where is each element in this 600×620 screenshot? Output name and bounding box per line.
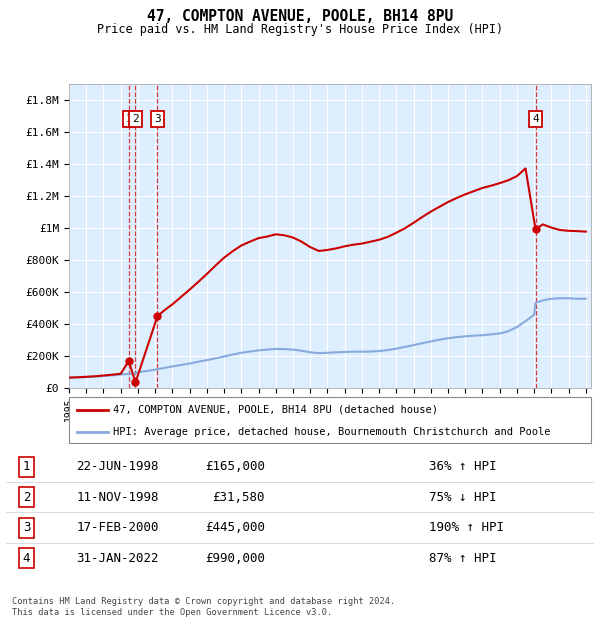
Text: 36% ↑ HPI: 36% ↑ HPI <box>430 460 497 473</box>
Text: £990,000: £990,000 <box>205 552 265 565</box>
Text: 1: 1 <box>125 114 132 124</box>
Text: 3: 3 <box>154 114 161 124</box>
Text: 31-JAN-2022: 31-JAN-2022 <box>77 552 159 565</box>
Text: 2: 2 <box>23 490 31 503</box>
Text: 17-FEB-2000: 17-FEB-2000 <box>77 521 159 534</box>
Text: HPI: Average price, detached house, Bournemouth Christchurch and Poole: HPI: Average price, detached house, Bour… <box>113 427 551 436</box>
Text: 11-NOV-1998: 11-NOV-1998 <box>77 490 159 503</box>
Text: 47, COMPTON AVENUE, POOLE, BH14 8PU (detached house): 47, COMPTON AVENUE, POOLE, BH14 8PU (det… <box>113 405 439 415</box>
Text: 22-JUN-1998: 22-JUN-1998 <box>77 460 159 473</box>
Text: 1: 1 <box>23 460 31 473</box>
Text: 4: 4 <box>532 114 539 124</box>
Text: Price paid vs. HM Land Registry's House Price Index (HPI): Price paid vs. HM Land Registry's House … <box>97 23 503 36</box>
Text: 47, COMPTON AVENUE, POOLE, BH14 8PU: 47, COMPTON AVENUE, POOLE, BH14 8PU <box>147 9 453 24</box>
FancyBboxPatch shape <box>69 397 591 443</box>
Text: 4: 4 <box>23 552 31 565</box>
Text: 190% ↑ HPI: 190% ↑ HPI <box>430 521 505 534</box>
Text: 87% ↑ HPI: 87% ↑ HPI <box>430 552 497 565</box>
Text: £165,000: £165,000 <box>205 460 265 473</box>
Text: 2: 2 <box>132 114 139 124</box>
Text: 75% ↓ HPI: 75% ↓ HPI <box>430 490 497 503</box>
Text: £445,000: £445,000 <box>205 521 265 534</box>
Text: Contains HM Land Registry data © Crown copyright and database right 2024.
This d: Contains HM Land Registry data © Crown c… <box>12 598 395 617</box>
Text: £31,580: £31,580 <box>212 490 265 503</box>
Text: 3: 3 <box>23 521 31 534</box>
